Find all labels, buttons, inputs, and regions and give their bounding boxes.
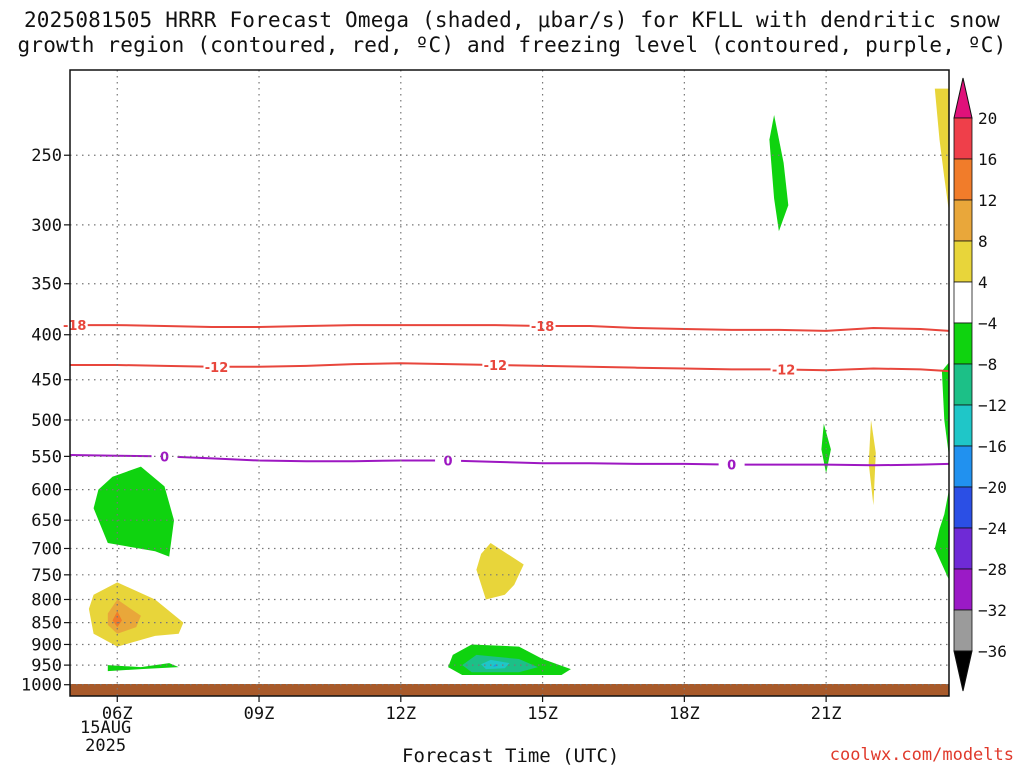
shaded-region-15: [934, 489, 949, 580]
contour-label-bg: [61, 318, 88, 333]
colorbar-swatch-0: [953, 117, 973, 160]
chart-title-line-2: growth region (contoured, red, ºC) and f…: [17, 33, 1007, 57]
colorbar-label-10: −24: [978, 519, 1007, 538]
terrain-strip: [70, 684, 949, 696]
colorbar-swatch-9: [953, 486, 973, 529]
axes: 2503003504004505005506006507007508008509…: [21, 69, 950, 724]
colorbar-swatch-2: [953, 199, 973, 242]
shaded-region-14: [941, 362, 949, 457]
date-day: 15AUG: [80, 718, 132, 738]
colorbar-swatch-12: [953, 609, 973, 652]
y-tick-label-300: 300: [31, 216, 62, 236]
y-tick-label-700: 700: [31, 539, 62, 559]
y-tick-label-600: 600: [31, 481, 62, 501]
contour-label-bg: [770, 362, 797, 377]
x-tick-label-21Z: 21Z: [811, 704, 842, 724]
colorbar-swatch-1: [953, 158, 973, 201]
x-tick-label-12Z: 12Z: [385, 704, 416, 724]
credit-link[interactable]: coolwx.com/modelts: [829, 745, 1014, 765]
y-tick-label-500: 500: [31, 411, 62, 431]
contour-line-0: [69, 454, 950, 467]
y-tick-label-250: 250: [31, 146, 62, 166]
colorbar-swatch-3: [953, 240, 973, 283]
contour-label--18: -18: [63, 319, 87, 334]
y-tick-label-550: 550: [31, 447, 62, 467]
colorbar-label-4: 4: [978, 273, 988, 292]
colorbar-swatch-11: [953, 568, 973, 611]
colorbar-swatch-7: [953, 404, 973, 447]
colorbar-swatch-4: [953, 281, 973, 324]
shaded-region-13: [934, 88, 949, 212]
y-tick-label-450: 450: [31, 371, 62, 391]
x-tick-label-18Z: 18Z: [669, 704, 700, 724]
colorbar-label-9: −20: [978, 478, 1007, 497]
x-tick-label-06Z: 06Z: [102, 704, 133, 724]
y-tick-label-850: 850: [31, 614, 62, 634]
shaded-region-5: [476, 543, 524, 600]
colorbar-label-5: −4: [978, 314, 997, 333]
colorbar-bottom-arrow: [953, 650, 973, 692]
shaded-region-0: [93, 466, 174, 557]
colorbar-label-0: 20: [978, 109, 997, 128]
colorbar-label-8: −16: [978, 437, 1007, 456]
contour-line--12: [70, 362, 950, 373]
x-tick-label-09Z: 09Z: [244, 704, 275, 724]
y-tick-label-650: 650: [31, 511, 62, 531]
contour-label-bg: [482, 358, 509, 373]
contour-label-bg: [203, 359, 230, 374]
date-label: 15AUG 2025: [80, 719, 131, 755]
colorbar: 20 16 12 8 4 −4 −8 −12 −16 −20 −24 −28 −32 −36: [953, 77, 1007, 692]
shaded-region-3: [112, 611, 122, 628]
contour-label--12: -12: [205, 361, 229, 376]
contour-label-bg: [151, 449, 178, 464]
contour-label-bg: [529, 319, 556, 334]
y-tick-label-800: 800: [31, 590, 62, 610]
colorbar-top-arrow: [953, 77, 973, 119]
y-tick-label-350: 350: [31, 275, 62, 295]
colorbar-swatch-6: [953, 363, 973, 406]
plot-frame: [69, 69, 950, 697]
colorbar-label-1: 16: [978, 150, 997, 169]
shaded-region-9: [493, 664, 498, 667]
contour-label-0: 0: [160, 450, 169, 465]
colorbar-label-13: −36: [978, 642, 1007, 661]
shaded-region-10: [769, 115, 789, 232]
contour-label--12: -12: [772, 363, 796, 378]
contour-label--12: -12: [484, 359, 508, 374]
y-tick-label-400: 400: [31, 326, 62, 346]
colorbar-label-7: −12: [978, 396, 1007, 415]
colorbar-swatch-5: [953, 322, 973, 365]
contour-label-bg: [435, 453, 462, 468]
y-tick-label-1000: 1000: [21, 676, 62, 696]
x-tick-label-15Z: 15Z: [527, 704, 558, 724]
shaded-region-4: [107, 663, 179, 672]
colorbar-label-6: −8: [978, 355, 997, 374]
date-year: 2025: [85, 736, 127, 756]
colorbar-label-2: 12: [978, 191, 997, 210]
colorbar-label-3: 8: [978, 232, 988, 251]
contour-label-0: 0: [727, 459, 736, 474]
y-tick-label-950: 950: [31, 656, 62, 676]
y-tick-label-900: 900: [31, 635, 62, 655]
contour-line--18: [70, 324, 950, 332]
chart-title-line-1: 2025081505 HRRR Forecast Omega (shaded, …: [23, 8, 1001, 32]
shaded-region-12: [868, 420, 876, 506]
colorbar-label-12: −32: [978, 601, 1007, 620]
colorbar-swatch-10: [953, 527, 973, 570]
y-tick-label-750: 750: [31, 566, 62, 586]
plot-area: -18 -18 -12 -12 -12 0 0 0: [61, 88, 950, 696]
contour-label-bg: [718, 457, 745, 472]
x-axis-label: Forecast Time (UTC): [402, 745, 620, 767]
colorbar-label-11: −28: [978, 560, 1007, 579]
colorbar-swatch-8: [953, 445, 973, 488]
contour-label-0: 0: [444, 455, 453, 470]
contour-label--18: -18: [531, 320, 555, 335]
